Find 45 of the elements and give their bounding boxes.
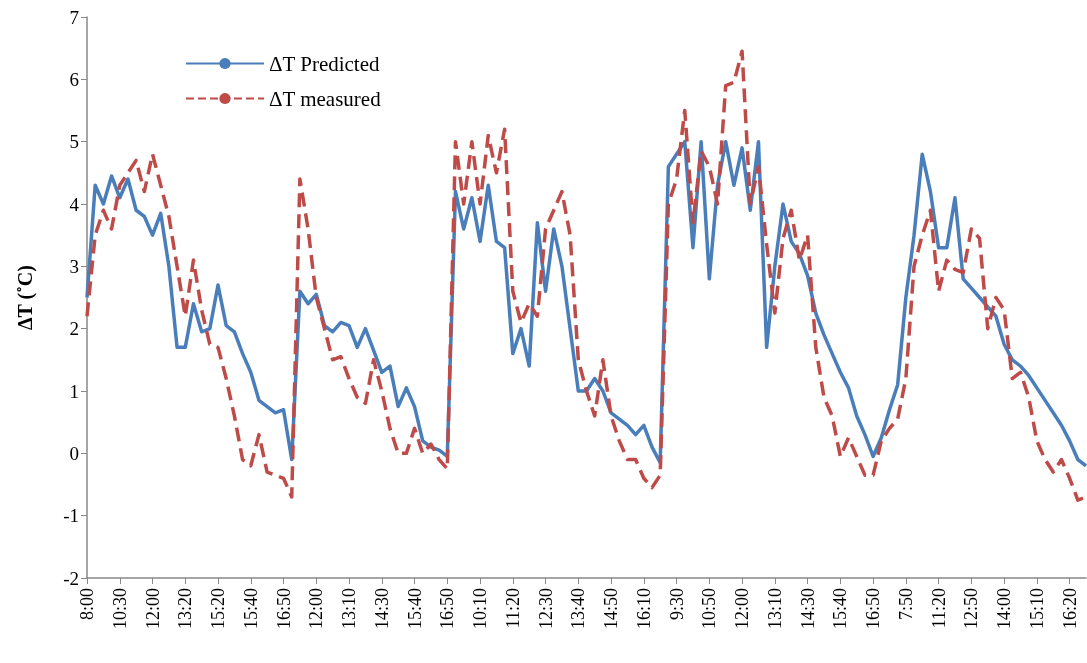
x-tick-label: 16:50 bbox=[437, 588, 458, 630]
y-tick-label: 4 bbox=[69, 193, 80, 215]
y-tick-label: 2 bbox=[69, 318, 79, 340]
x-tick-label: 12:00 bbox=[732, 588, 753, 630]
y-tick-label: -1 bbox=[63, 505, 79, 527]
x-tick-label: 8:00 bbox=[77, 588, 97, 621]
y-tick-label: 7 bbox=[69, 6, 79, 28]
legend-label: ΔT Predicted bbox=[269, 51, 381, 76]
x-tick-label: 15:40 bbox=[830, 588, 851, 630]
x-tick-label: 16:50 bbox=[863, 588, 884, 630]
x-tick-label: 10:50 bbox=[699, 588, 720, 630]
x-tick-label: 11:20 bbox=[502, 588, 523, 629]
x-tick-label: 16:20 bbox=[1059, 588, 1080, 630]
x-tick-label: 12:50 bbox=[961, 588, 982, 630]
x-tick-label: 13:10 bbox=[764, 588, 785, 630]
x-tick-label: 14:30 bbox=[797, 588, 818, 630]
y-tick-label: 6 bbox=[69, 68, 79, 90]
x-tick-label: 15:20 bbox=[208, 588, 229, 630]
x-tick-label: 12:30 bbox=[535, 588, 556, 630]
x-tick-label: 16:10 bbox=[633, 588, 654, 630]
x-tick-label: 14:50 bbox=[601, 588, 622, 630]
x-tick-label: 15:40 bbox=[404, 588, 425, 630]
x-tick-label: 13:20 bbox=[175, 588, 196, 630]
x-tick-label: 9:30 bbox=[666, 588, 687, 621]
legend-label: ΔT measured bbox=[269, 86, 382, 111]
x-tick-label: 11:20 bbox=[928, 588, 949, 629]
x-tick-label: 13:40 bbox=[568, 588, 589, 630]
x-tick-label: 15:40 bbox=[240, 588, 261, 630]
x-tick-label: 13:10 bbox=[339, 588, 360, 630]
line-series bbox=[85, 49, 1087, 502]
y-tick-label: -2 bbox=[63, 567, 79, 589]
x-tick-label: 12:00 bbox=[142, 588, 163, 630]
x-tick-label: 16:50 bbox=[273, 588, 294, 630]
x-tick-label: 14:00 bbox=[994, 588, 1015, 630]
x-tick-label: 15:10 bbox=[1026, 588, 1047, 630]
y-axis-title: ΔT (˚C) bbox=[14, 265, 37, 330]
x-tick-label: 12:00 bbox=[306, 588, 327, 630]
y-tick-label: 3 bbox=[69, 255, 79, 277]
x-tick-label: 10:30 bbox=[109, 588, 130, 630]
y-tick-label: 0 bbox=[69, 442, 79, 464]
y-tick-label: 1 bbox=[69, 380, 79, 402]
y-tick-label: 5 bbox=[69, 131, 79, 153]
x-tick-label: 10:10 bbox=[470, 588, 491, 630]
x-tick-label: 7:50 bbox=[895, 588, 916, 621]
x-tick-label: 14:30 bbox=[371, 588, 392, 630]
